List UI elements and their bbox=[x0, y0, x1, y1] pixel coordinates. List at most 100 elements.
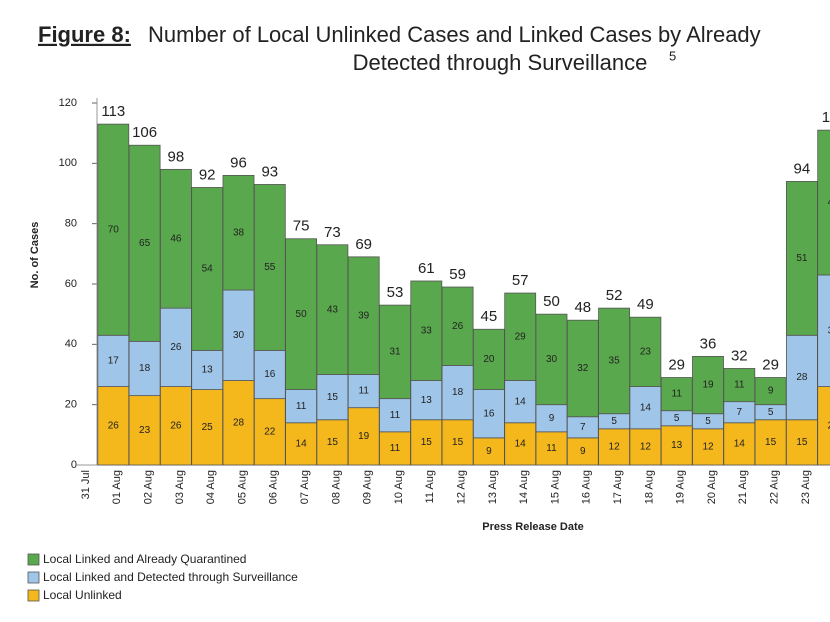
bar-segment bbox=[128, 144, 161, 342]
segment-label: 32 bbox=[577, 363, 589, 374]
total-label: 106 bbox=[132, 124, 157, 141]
total-label: 69 bbox=[355, 236, 372, 253]
segment-label: 30 bbox=[546, 354, 558, 365]
segment-label: 13 bbox=[421, 395, 433, 406]
bar-segment bbox=[598, 428, 630, 466]
x-tick-label: 07 Aug bbox=[299, 470, 311, 504]
legend-swatch bbox=[27, 553, 40, 566]
segment-label: 16 bbox=[483, 408, 495, 419]
segment-label: 13 bbox=[202, 365, 214, 376]
legend-label: Local Linked and Already Quarantined bbox=[43, 552, 246, 566]
x-tick-label: 10 Aug bbox=[393, 470, 405, 504]
total-label: 93 bbox=[261, 163, 278, 180]
x-tick-label: 05 Aug bbox=[236, 470, 248, 504]
total-label: 45 bbox=[481, 308, 498, 325]
bar-segment bbox=[253, 349, 286, 400]
bar-segment bbox=[410, 280, 443, 381]
segment-label: 13 bbox=[671, 440, 683, 451]
total-label: 96 bbox=[230, 154, 247, 171]
x-tick-label: 17 Aug bbox=[612, 470, 624, 504]
segment-label: 5 bbox=[768, 407, 774, 418]
bar-segment bbox=[629, 316, 662, 387]
total-label: 48 bbox=[574, 299, 591, 316]
bar-segment bbox=[535, 404, 568, 433]
x-tick-label: 21 Aug bbox=[737, 470, 749, 504]
bar-segment bbox=[535, 431, 568, 466]
segment-label: 9 bbox=[549, 413, 555, 424]
segment-label: 7 bbox=[737, 407, 743, 418]
segment-label: 9 bbox=[486, 446, 492, 457]
y-tick-label: 20 bbox=[65, 399, 77, 411]
bar-segment bbox=[441, 419, 474, 466]
y-tick-label: 60 bbox=[65, 278, 77, 290]
bar-segment bbox=[817, 129, 830, 276]
y-tick-label: 0 bbox=[71, 459, 77, 471]
segment-label: 54 bbox=[202, 264, 214, 275]
segment-label: 26 bbox=[170, 342, 182, 353]
segment-label: 70 bbox=[108, 224, 120, 235]
segment-label: 12 bbox=[609, 442, 621, 453]
total-label: 61 bbox=[418, 260, 435, 277]
segment-label: 11 bbox=[390, 410, 401, 421]
y-tick-label: 80 bbox=[65, 218, 77, 230]
figure-label: Figure 8: bbox=[38, 22, 131, 47]
segment-label: 20 bbox=[483, 354, 495, 365]
segment-label: 9 bbox=[768, 386, 774, 397]
x-axis-label: Press Release Date bbox=[482, 521, 584, 533]
x-tick-label: 22 Aug bbox=[769, 470, 781, 504]
segment-label: 11 bbox=[359, 386, 370, 397]
y-tick-label: 40 bbox=[65, 338, 77, 350]
y-axis-label: No. of Cases bbox=[29, 222, 41, 289]
bar-segment bbox=[786, 181, 818, 336]
total-label: 36 bbox=[700, 335, 717, 352]
segment-label: 5 bbox=[611, 416, 617, 427]
segment-label: 29 bbox=[515, 331, 527, 342]
x-tick-label: 03 Aug bbox=[174, 470, 186, 504]
x-tick-label: 13 Aug bbox=[487, 470, 499, 504]
segment-label: 30 bbox=[233, 330, 245, 341]
x-tick-label: 15 Aug bbox=[549, 470, 561, 504]
segment-label: 11 bbox=[390, 443, 401, 454]
bar-segment bbox=[379, 304, 411, 400]
segment-label: 26 bbox=[170, 420, 182, 431]
segment-label: 31 bbox=[389, 347, 401, 358]
segment-label: 35 bbox=[609, 356, 621, 367]
total-label: 52 bbox=[606, 287, 623, 304]
segment-label: 39 bbox=[358, 310, 370, 321]
segment-label: 5 bbox=[674, 413, 680, 424]
segment-label: 11 bbox=[546, 443, 557, 454]
y-tick-label: 120 bbox=[59, 97, 77, 109]
bar-segment bbox=[786, 334, 818, 421]
segment-label: 11 bbox=[672, 389, 683, 400]
bar-segment bbox=[598, 307, 630, 415]
segment-label: 5 bbox=[705, 416, 711, 427]
segment-label: 19 bbox=[358, 431, 370, 442]
segment-label: 18 bbox=[139, 363, 151, 374]
x-tick-label: 14 Aug bbox=[518, 470, 530, 504]
bar-segment bbox=[817, 274, 830, 387]
x-tick-label: 06 Aug bbox=[268, 470, 280, 504]
bar-segment bbox=[347, 407, 380, 466]
title-footnote: 5 bbox=[669, 48, 676, 63]
total-label: 32 bbox=[731, 347, 748, 364]
segment-label: 17 bbox=[108, 356, 120, 367]
total-label: 113 bbox=[101, 103, 125, 120]
bar-segment bbox=[253, 398, 286, 466]
x-tick-label: 11 Aug bbox=[424, 470, 436, 503]
segment-label: 16 bbox=[264, 369, 276, 380]
bar-segment bbox=[504, 422, 537, 466]
total-label: 59 bbox=[449, 266, 466, 283]
segment-label: 7 bbox=[580, 422, 586, 433]
bar-segment bbox=[347, 374, 380, 409]
bar-segment bbox=[97, 123, 130, 336]
total-label: 49 bbox=[637, 296, 654, 313]
bar-segment bbox=[692, 428, 724, 466]
segment-label: 14 bbox=[515, 439, 527, 450]
segment-label: 37 bbox=[828, 325, 830, 336]
bar-segment bbox=[97, 334, 130, 387]
x-tick-label: 31 Jul bbox=[80, 470, 92, 499]
segment-label: 33 bbox=[421, 325, 433, 336]
segment-label: 12 bbox=[702, 442, 714, 453]
legend-label: Local Unlinked bbox=[43, 588, 122, 602]
